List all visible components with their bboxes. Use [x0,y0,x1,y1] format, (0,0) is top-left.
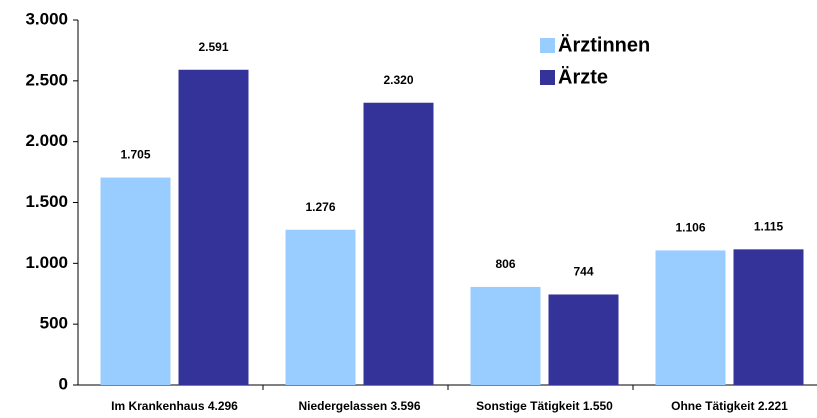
bar [178,69,249,386]
legend-label: Ärztinnen [558,33,650,56]
value-label: 2.591 [198,40,228,54]
value-label: 1.276 [305,200,335,214]
x-tick-label: Sonstige Tätigkeit 1.550 [476,399,613,413]
y-tick-label: 1.500 [25,192,68,211]
bar [285,229,356,385]
y-tick-label: 0 [59,374,68,393]
bar [363,102,434,385]
y-tick-label: 2.500 [25,70,68,89]
y-tick-label: 3.000 [25,9,68,28]
y-tick-label: 2.000 [25,131,68,150]
value-label: 744 [573,265,593,279]
x-tick-label: Im Krankenhaus 4.296 [111,399,238,413]
legend-label: Ärzte [558,65,608,88]
value-label: 1.106 [675,221,705,235]
value-label: 2.320 [383,73,413,87]
x-tick-label: Niedergelassen 3.596 [298,399,420,413]
y-tick-label: 500 [40,314,68,333]
bar [470,286,541,385]
x-tick-label: Ohne Tätigkeit 2.221 [671,399,788,413]
y-tick-label: 1.000 [25,253,68,272]
value-label: 1.115 [754,220,784,234]
legend-swatch [540,38,555,53]
bar [655,250,726,385]
value-label: 1.705 [120,148,150,162]
bar [100,177,171,385]
legend-swatch [540,70,555,85]
value-label: 806 [495,257,515,271]
bar [548,294,619,385]
bar [733,249,804,385]
